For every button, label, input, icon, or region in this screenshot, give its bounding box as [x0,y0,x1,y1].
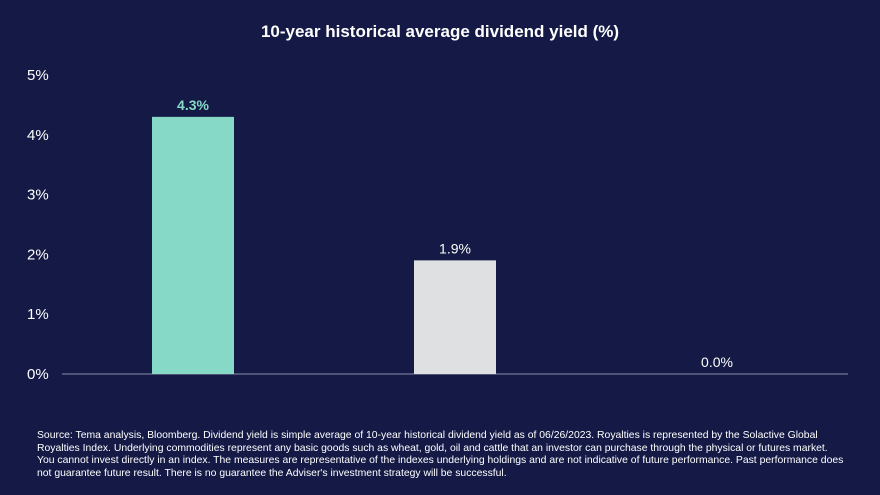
bar [152,116,234,375]
y-tick-label: 2% [27,246,49,263]
bar-data-label: 4.3% [177,97,209,113]
chart-title: 10-year historical average dividend yiel… [260,22,620,41]
bar-data-label: 1.9% [439,240,471,256]
y-tick-label: 5% [27,67,49,84]
y-tick-label: 0% [27,366,49,383]
bar-chart: 0% 1% 2% 3% 4% 5% 4.3% 1.9% 0.0% [27,67,848,383]
bar [414,260,496,374]
y-tick-label: 4% [27,127,49,144]
y-tick-label: 3% [27,187,49,204]
bar-data-label: 0.0% [701,354,733,370]
source-footnote: Source: Tema analysis, Bloomberg. Divide… [37,430,844,479]
y-tick-label: 1% [27,306,49,323]
